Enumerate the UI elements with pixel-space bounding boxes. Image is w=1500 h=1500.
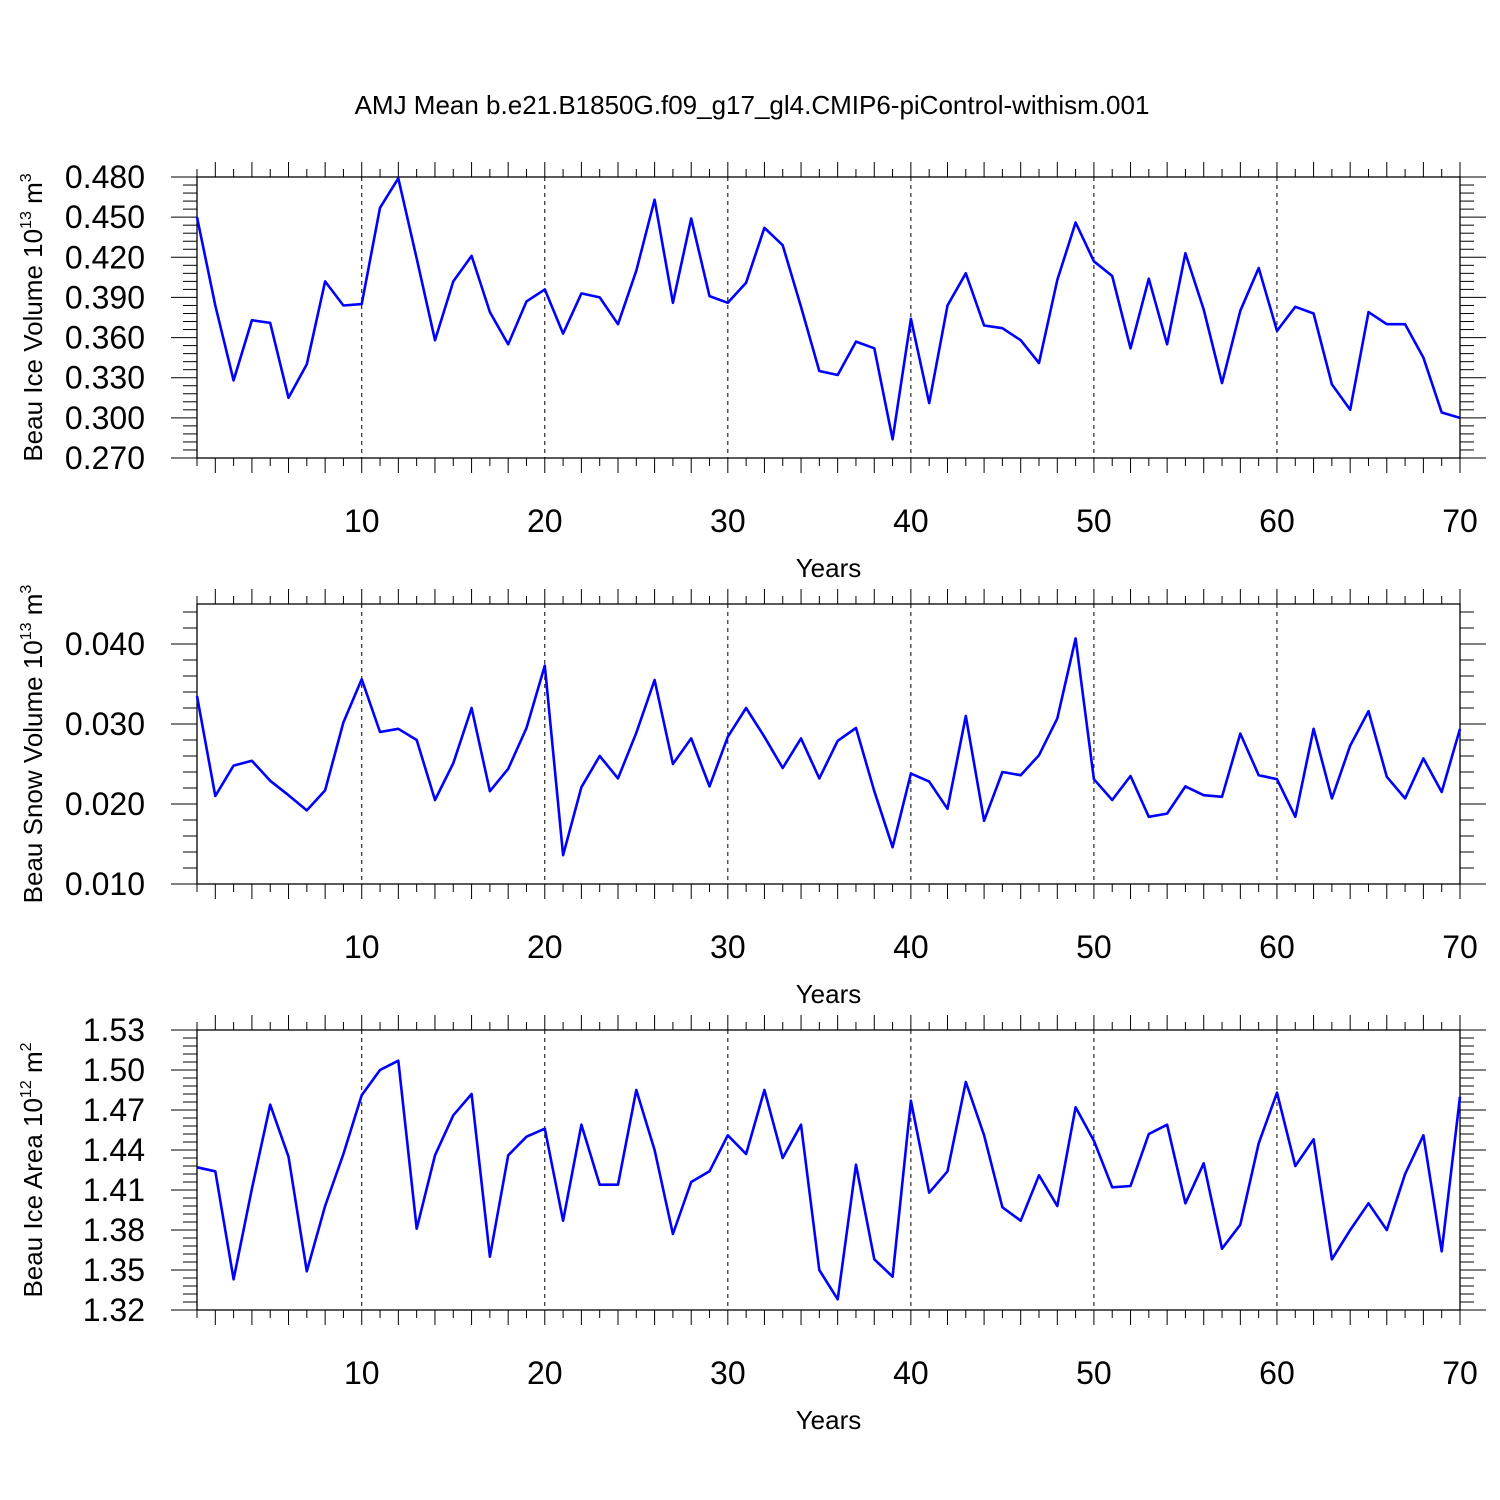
y-tick-label: 0.030 (65, 706, 145, 742)
x-tick-label: 40 (893, 1355, 929, 1391)
y-tick-label: 0.390 (65, 279, 145, 315)
y-tick-label: 1.50 (83, 1052, 145, 1088)
y-axis-label: Beau Ice Volume 1013 m3 (18, 173, 48, 461)
x-axis-label: Years (796, 1405, 862, 1435)
y-tick-label: 1.35 (83, 1252, 145, 1288)
x-tick-label: 50 (1076, 929, 1112, 965)
x-axis-label: Years (796, 553, 862, 583)
x-tick-label: 60 (1259, 929, 1295, 965)
y-tick-label: 1.53 (83, 1012, 145, 1048)
x-tick-label: 20 (527, 503, 563, 539)
y-tick-label: 1.41 (83, 1172, 145, 1208)
x-tick-label: 20 (527, 929, 563, 965)
panel-2: 10 20 30 40 50 60 70 0.010 0.020 0.030 0.040 Years B… (18, 585, 1486, 1009)
y-tick-label: 0.010 (65, 866, 145, 902)
y-tick-label: 1.44 (83, 1132, 145, 1168)
x-tick-label: 40 (893, 929, 929, 965)
x-tick-label: 60 (1259, 1355, 1295, 1391)
x-tick-label: 30 (710, 1355, 746, 1391)
series-line (195, 637, 1462, 857)
y-tick-label: 0.450 (65, 199, 145, 235)
panels: 10 20 30 40 50 60 70 0.270 0.300 0.330 0.360 0.390 0… (18, 159, 1486, 1435)
x-tick-label: 40 (893, 503, 929, 539)
x-tick-label: 30 (710, 503, 746, 539)
x-tick-label: 70 (1442, 1355, 1478, 1391)
x-axis-label: Years (796, 979, 862, 1009)
y-tick-label: 0.330 (65, 360, 145, 396)
x-tick-label: 10 (344, 1355, 380, 1391)
x-tick-label: 60 (1259, 503, 1295, 539)
y-axis-label: Beau Ice Area 1012 m2 (18, 1042, 48, 1297)
x-tick-label: 70 (1442, 929, 1478, 965)
x-tick-label: 50 (1076, 503, 1112, 539)
x-tick-label: 70 (1442, 503, 1478, 539)
x-tick-label: 20 (527, 1355, 563, 1391)
x-tick-label: 30 (710, 929, 746, 965)
y-tick-label: 1.47 (83, 1092, 145, 1128)
y-tick-label: 1.38 (83, 1212, 145, 1248)
figure-title: AMJ Mean b.e21.B1850G.f09_g17_gl4.CMIP6-… (355, 90, 1150, 120)
y-tick-label: 0.420 (65, 239, 145, 275)
panel-3: 10 20 30 40 50 60 70 1.32 1.35 1.38 1.41 1.44 1.47 1.… (18, 1012, 1486, 1435)
y-tick-label: 1.32 (83, 1292, 145, 1328)
y-tick-label: 0.360 (65, 320, 145, 356)
x-tick-label: 10 (344, 929, 380, 965)
y-tick-label: 0.300 (65, 400, 145, 436)
plot-frame (196, 603, 1461, 885)
series-line (196, 1059, 1462, 1301)
y-tick-label: 0.040 (65, 626, 145, 662)
x-tick-label: 50 (1076, 1355, 1112, 1391)
y-tick-label: 0.020 (65, 786, 145, 822)
y-tick-label: 0.480 (65, 159, 145, 195)
plot-frame (196, 176, 1461, 459)
x-tick-label: 10 (344, 503, 380, 539)
y-axis-label: Beau Snow Volume 1013 m3 (18, 585, 48, 904)
panel-1: 10 20 30 40 50 60 70 0.270 0.300 0.330 0.360 0.390 0… (18, 159, 1486, 583)
plot-frame (196, 1029, 1461, 1311)
y-tick-label: 0.270 (65, 440, 145, 476)
series-line (195, 177, 1461, 441)
